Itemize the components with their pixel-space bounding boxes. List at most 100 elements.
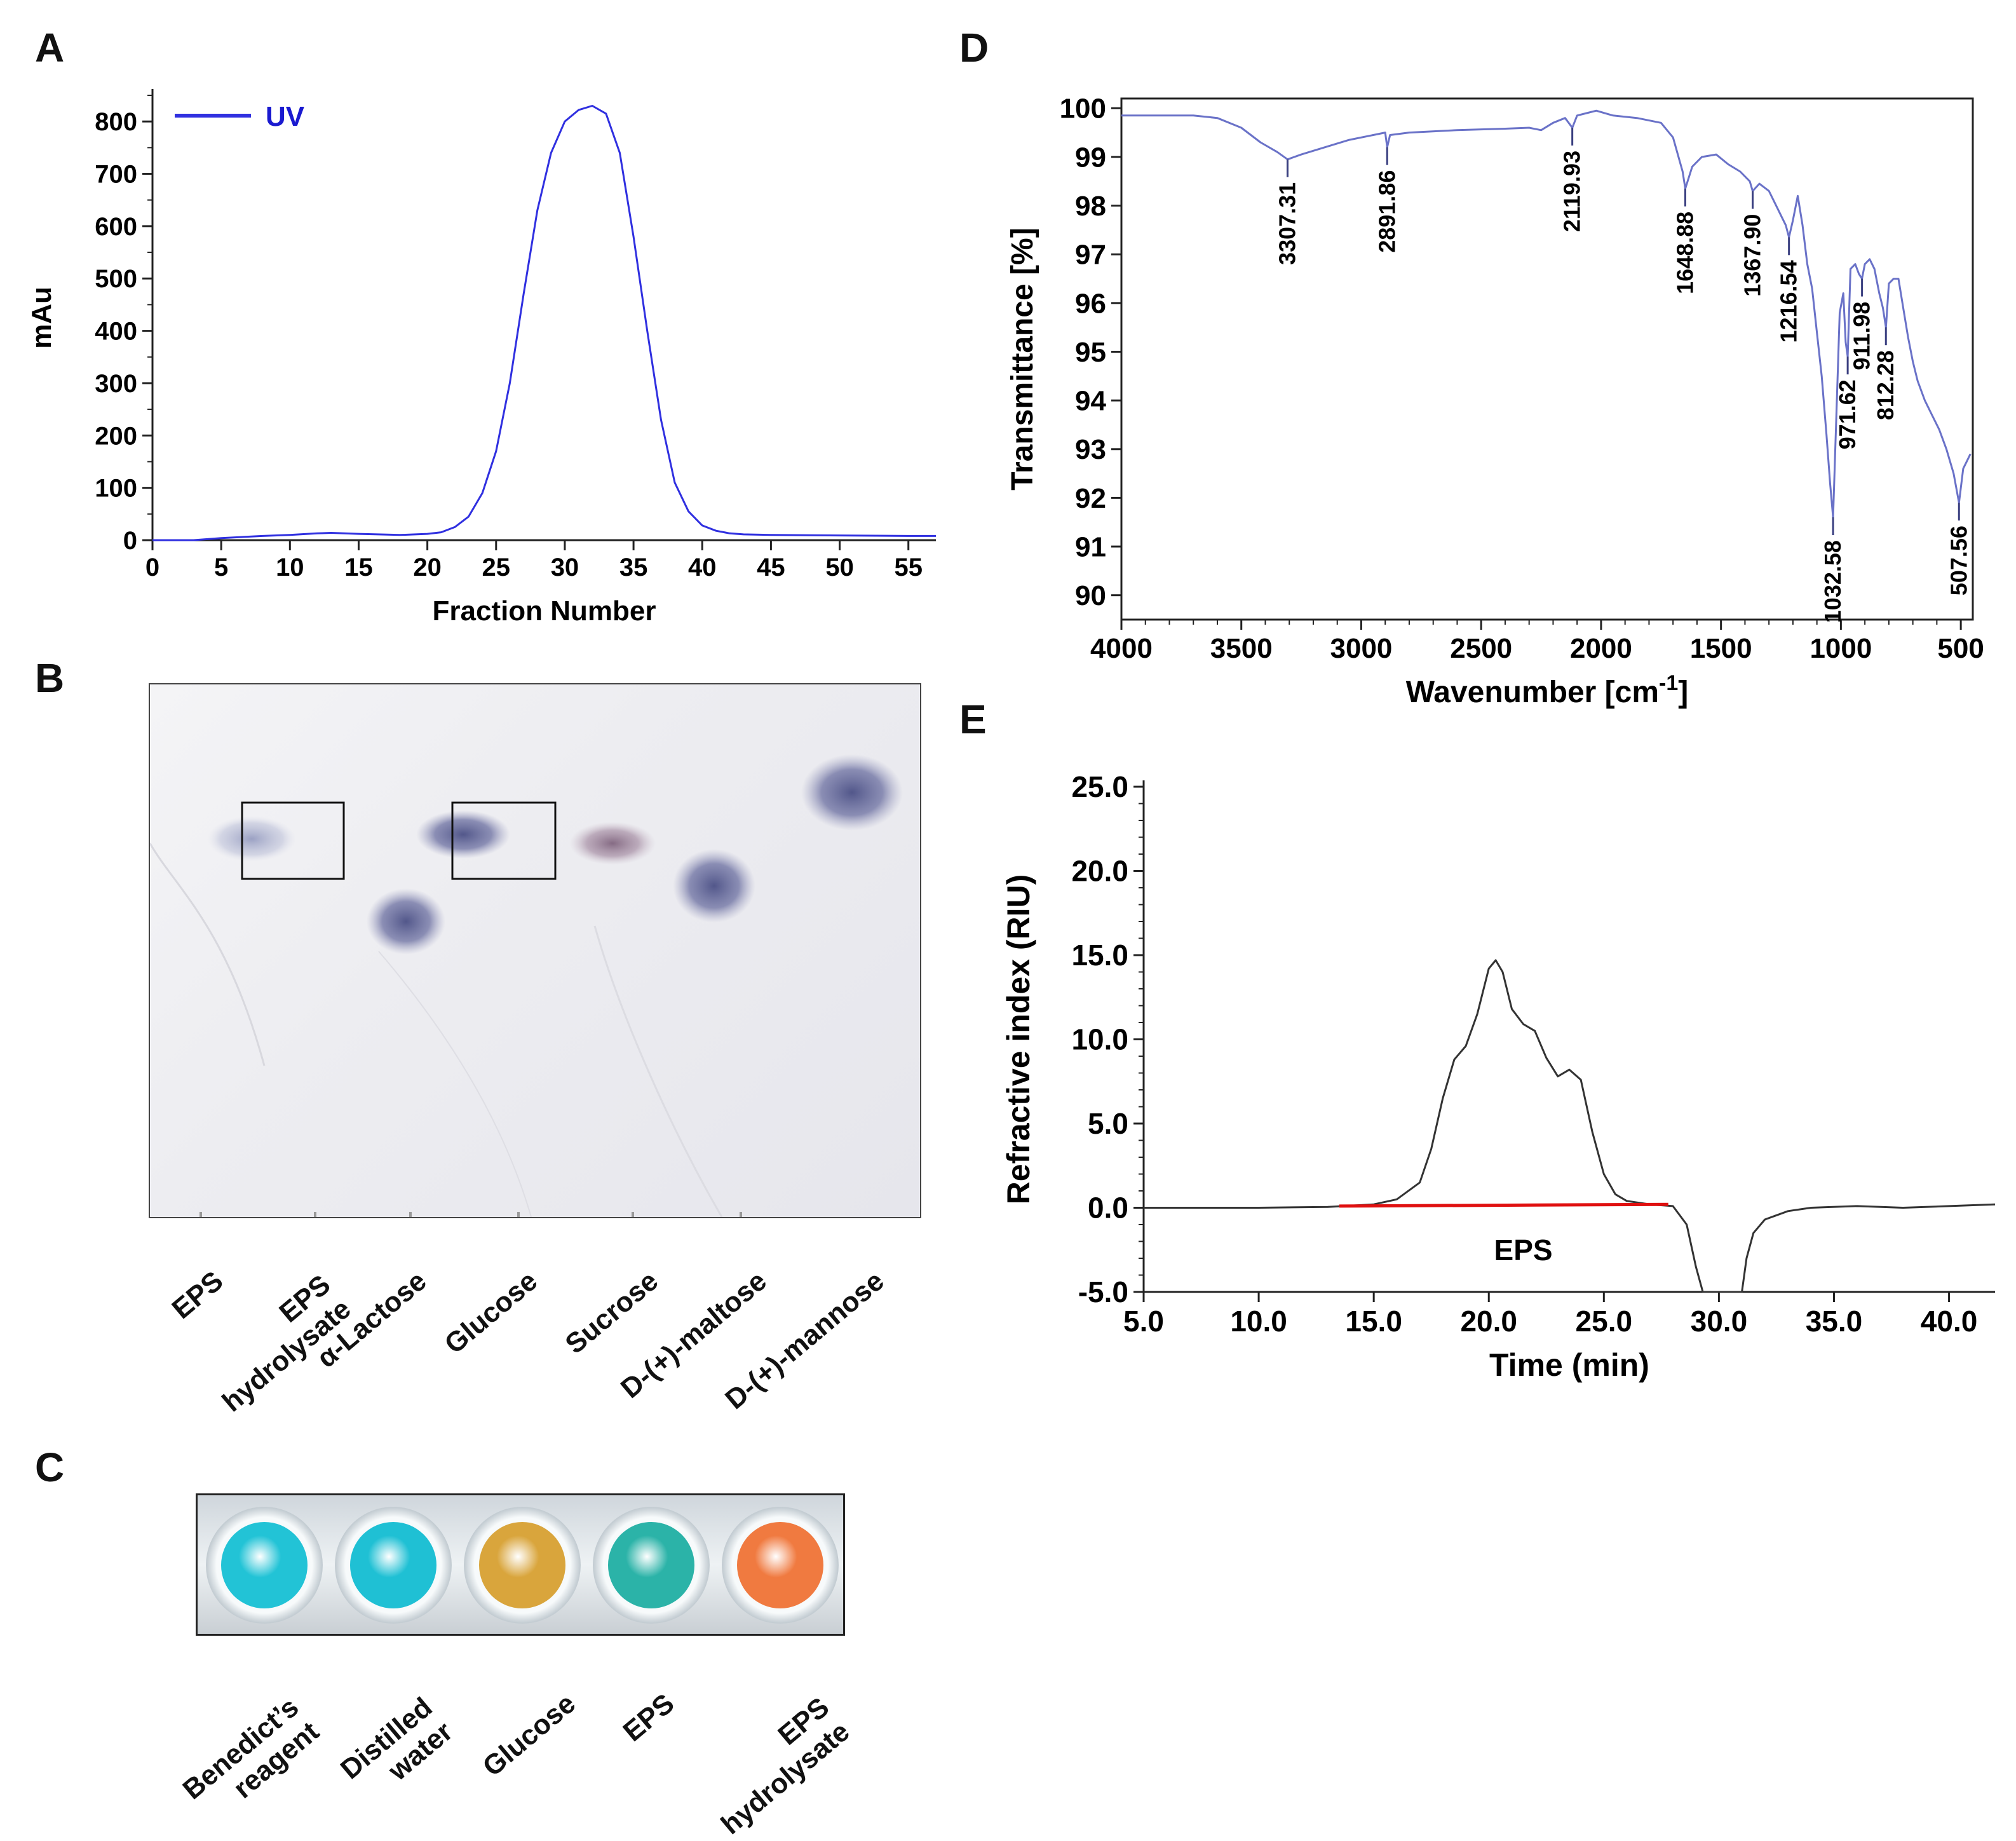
peak-label: 1367.90 <box>1740 214 1766 297</box>
y-axis-title: Transmittance [%] <box>1006 228 1039 490</box>
well-4 <box>593 1507 710 1624</box>
x-tick-label: 45 <box>757 554 785 581</box>
well-label-glucose: Glucose <box>477 1687 582 1783</box>
peak-label: 2891.86 <box>1374 170 1400 253</box>
panel-label-a: A <box>35 25 65 71</box>
y-tick-label: 93 <box>1075 434 1106 465</box>
peak-label: 812.28 <box>1872 350 1898 420</box>
x-tick-label: 2000 <box>1570 633 1632 664</box>
series-line-ftir <box>1121 109 1972 519</box>
x-tick-label: 15 <box>344 554 373 581</box>
well-label-eps-hydrolysate: EPS hydrolysate <box>715 1691 856 1841</box>
highlight-box-eps-hydrolysate <box>241 801 345 880</box>
x-tick-label: 10 <box>276 554 304 581</box>
panel-label-b: B <box>35 655 65 701</box>
y-tick-label: 99 <box>1075 142 1106 173</box>
x-axis-title: Wavenumber [cm-1] <box>1406 671 1689 709</box>
y-tick-label: 800 <box>95 108 137 136</box>
x-tick-label: 30 <box>551 554 579 581</box>
x-axis-title: Time (min) <box>1489 1347 1649 1383</box>
x-tick-label: 15.0 <box>1345 1305 1402 1338</box>
y-tick-label: 600 <box>95 213 137 241</box>
x-tick-label: 10.0 <box>1230 1305 1287 1338</box>
x-tick-label: 25.0 <box>1576 1305 1633 1338</box>
x-tick-label: 40.0 <box>1921 1305 1978 1338</box>
x-tick-label: 20.0 <box>1460 1305 1517 1338</box>
y-axis-title: mAu <box>26 287 57 349</box>
baseline-segment <box>1339 1202 1668 1208</box>
x-tick-label: 3500 <box>1210 633 1273 664</box>
chart-a-uv-elution: 0 5 10 15 20 25 30 35 40 45 50 55 0 100 200 300 400 500 60… <box>26 89 936 627</box>
y-tick-label: 100 <box>95 475 137 503</box>
x-tick-label: 35.0 <box>1806 1305 1863 1338</box>
tlc-spot-glucose <box>416 810 510 859</box>
tlc-spot-maltose <box>673 849 755 923</box>
lane-label-eps: EPS <box>166 1265 229 1325</box>
well-label-benedicts-reagent: Benedict’s reagent <box>177 1691 325 1806</box>
x-tick-label: 5.0 <box>1123 1305 1164 1338</box>
panel-label-e: E <box>959 696 987 742</box>
x-tick-label: 4000 <box>1090 633 1153 664</box>
tlc-spot-eps-hydrolysate <box>207 816 296 862</box>
y-tick-label: 500 <box>95 265 137 293</box>
y-tick-label: 91 <box>1075 531 1106 562</box>
y-tick-label: 96 <box>1075 288 1106 319</box>
y-tick-label: 10.0 <box>1071 1023 1128 1056</box>
well-2 <box>335 1507 452 1624</box>
x-tick-label: 500 <box>1937 633 1984 664</box>
y-tick-label: 0.0 <box>1088 1192 1128 1225</box>
y-tick-label: 700 <box>95 161 137 189</box>
y-tick-label: 15.0 <box>1071 939 1128 972</box>
x-tick-label: 5 <box>214 554 228 581</box>
y-tick-label: 92 <box>1075 483 1106 514</box>
tlc-spot-mannose <box>801 754 903 831</box>
x-tick-label: 1500 <box>1690 633 1752 664</box>
peak-annotation-eps: EPS <box>1494 1233 1553 1267</box>
x-tick-label: 30.0 <box>1691 1305 1748 1338</box>
x-axis-title: Fraction Number <box>432 595 656 627</box>
y-tick-label: 100 <box>1060 93 1106 125</box>
well-label-distilled-water: Distilled water <box>334 1691 459 1787</box>
well-3 <box>464 1507 581 1624</box>
y-tick-label: 95 <box>1075 337 1106 368</box>
series-line-ri <box>1144 959 1996 1293</box>
y-tick-label: 300 <box>95 370 137 398</box>
peak-label: 1648.88 <box>1672 212 1698 294</box>
y-tick-label: -5.0 <box>1078 1275 1128 1308</box>
tlc-plate-photo <box>149 683 921 1218</box>
x-tick-label: 2500 <box>1450 633 1512 664</box>
panel-label-c: C <box>35 1444 65 1490</box>
y-tick-label: 0 <box>123 527 137 555</box>
well-label-eps: EPS <box>617 1687 680 1748</box>
x-tick-label: 55 <box>894 554 923 581</box>
panel-label-d: D <box>959 25 989 71</box>
y-tick-label: 94 <box>1075 386 1106 417</box>
x-tick-label: 1000 <box>1810 633 1872 664</box>
x-tick-label: 0 <box>145 554 159 581</box>
series-line-uv <box>152 105 936 541</box>
benedict-test-photo <box>196 1493 845 1636</box>
well-solution-3 <box>479 1522 565 1608</box>
chart-d-ftir-spectrum: 4000 3500 3000 2500 2000 1500 1000 500 90 91 92 93 9… <box>1006 93 1984 709</box>
x-tick-label: 50 <box>825 554 854 581</box>
x-tick-label: 20 <box>413 554 442 581</box>
well-5 <box>722 1507 839 1624</box>
tlc-spot-sucrose <box>569 822 656 865</box>
y-tick-label: 400 <box>95 318 137 346</box>
y-tick-label: 90 <box>1075 580 1106 611</box>
y-tick-label: 200 <box>95 422 137 450</box>
y-tick-label: 25.0 <box>1071 770 1128 803</box>
lane-label-sucrose: Sucrose <box>559 1265 665 1360</box>
chart-e-refractive-index: 5.0 10.0 15.0 20.0 25.0 30.0 35.0 40.0 -5.0 0.0 5.… <box>1001 770 1996 1383</box>
y-axis-title: Refractive index (RIU) <box>1001 874 1036 1205</box>
peak-label: 971.62 <box>1834 379 1860 449</box>
well-solution-2 <box>350 1522 436 1608</box>
y-tick-label: 97 <box>1075 240 1106 271</box>
peak-label: 911.98 <box>1849 302 1875 370</box>
tlc-spot-alpha-lactose <box>367 888 445 954</box>
well-solution-5 <box>737 1522 823 1608</box>
peak-label: 507.56 <box>1945 526 1972 595</box>
well-solution-4 <box>608 1522 694 1608</box>
x-tick-label: 3000 <box>1330 633 1393 664</box>
x-tick-label: 40 <box>688 554 717 581</box>
